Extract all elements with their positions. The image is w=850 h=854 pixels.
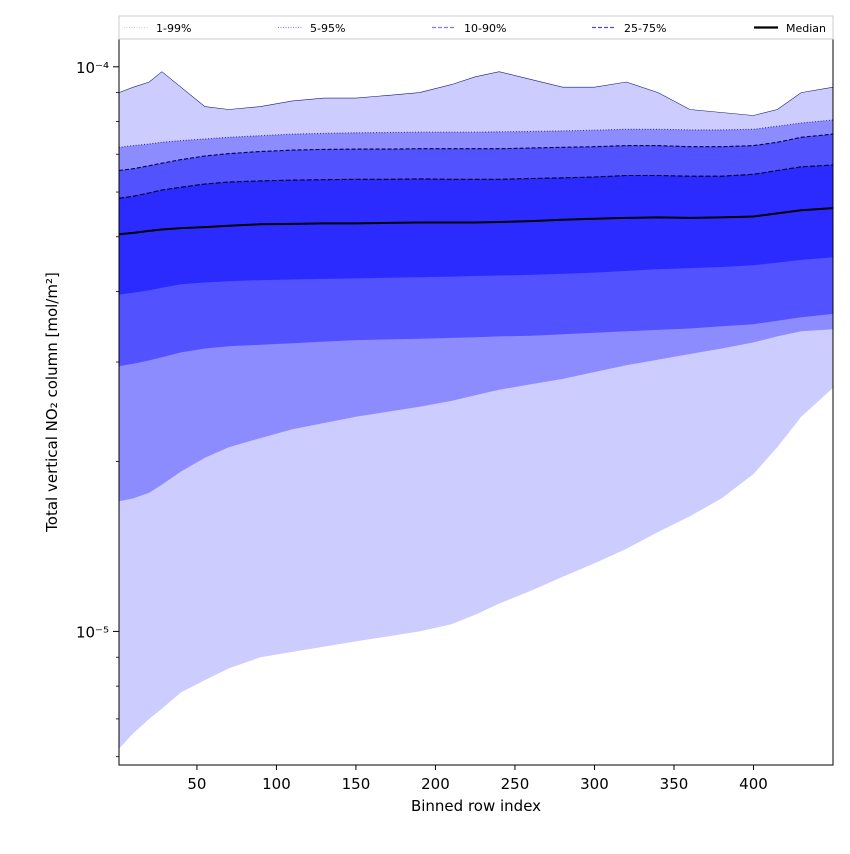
x-tick-label: 150 [342, 775, 371, 793]
band-upper-edge-25-75pct [118, 164, 834, 199]
x-axis-label: Binned row index [411, 797, 541, 815]
x-axis-ticks: 50 100 150 200 250 300 350 400 [187, 765, 768, 793]
legend-label: 5-95% [310, 22, 345, 35]
legend: 1-99% 5-95% 10-90% 25-75% Median [118, 15, 834, 40]
band-edges-layer [118, 71, 834, 199]
x-tick-label: 200 [421, 775, 450, 793]
legend-label: Median [786, 22, 826, 35]
band-25-75pct [119, 165, 833, 295]
y-tick-label: 10⁻⁵ [76, 623, 109, 641]
band-upper-edge-5-95pct [118, 119, 834, 148]
y-axis-label: Total vertical NO₂ column [mol/m²] [43, 272, 61, 533]
legend-label: 1-99% [156, 22, 191, 35]
bands-layer [119, 71, 833, 749]
x-tick-label: 400 [739, 775, 768, 793]
median-layer [118, 207, 834, 236]
y-tick-label: 10⁻⁴ [76, 59, 109, 77]
legend-box [118, 15, 834, 40]
band-upper-edge-1-99pct [118, 71, 834, 116]
y-axis-ticks: 10⁻⁵ 10⁻⁴ [76, 59, 119, 758]
median-line [118, 207, 834, 236]
legend-label: 25-75% [624, 22, 666, 35]
x-tick-label: 100 [262, 775, 291, 793]
legend-label: 10-90% [464, 22, 506, 35]
x-tick-label: 300 [580, 775, 609, 793]
band-upper-edge-10-90pct [118, 133, 834, 172]
x-tick-label: 250 [501, 775, 530, 793]
x-tick-label: 350 [660, 775, 689, 793]
x-tick-label: 50 [187, 775, 206, 793]
